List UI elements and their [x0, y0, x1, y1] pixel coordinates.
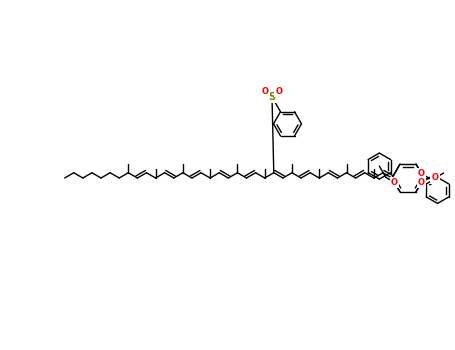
Text: O: O [418, 169, 425, 178]
Text: O: O [431, 174, 439, 182]
Text: O: O [262, 87, 268, 96]
Text: O: O [418, 178, 425, 187]
Text: O: O [275, 87, 283, 96]
Text: S: S [268, 92, 276, 102]
Text: O: O [391, 178, 398, 187]
